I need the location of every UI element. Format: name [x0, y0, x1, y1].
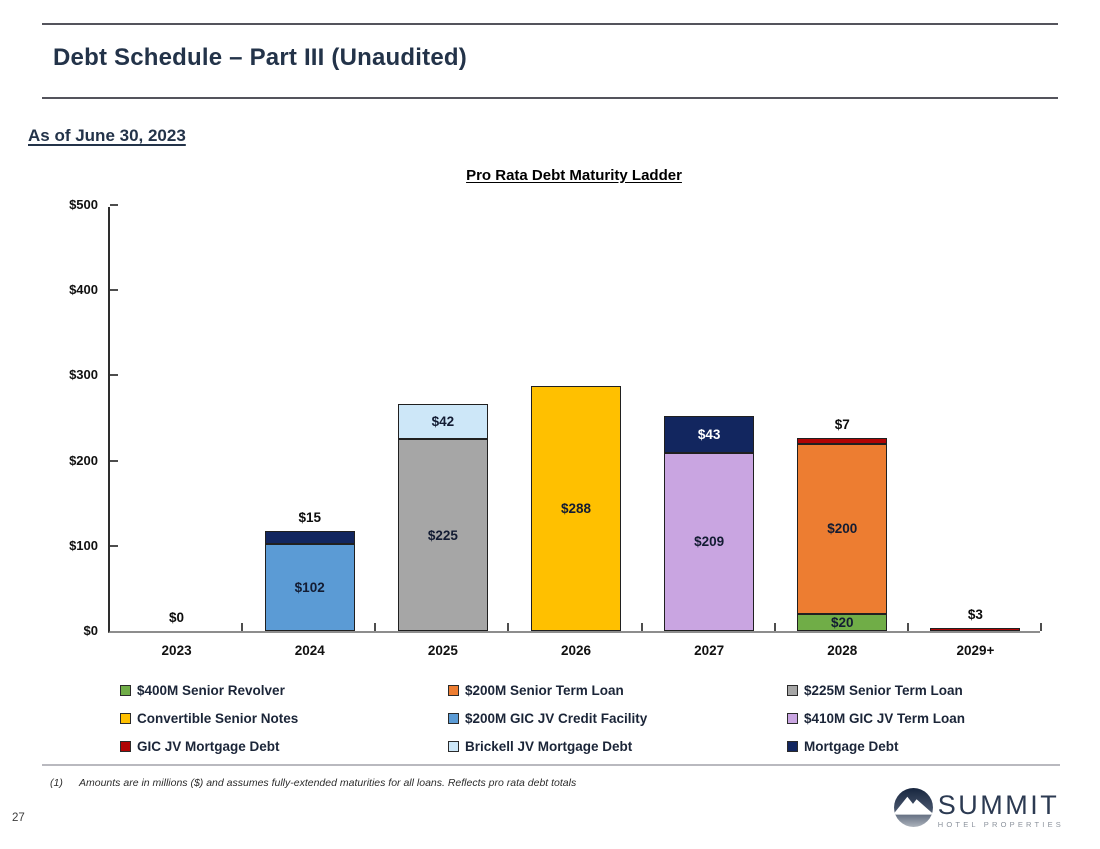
legend-label: Mortgage Debt — [804, 738, 899, 754]
legend-item: Convertible Senior Notes — [120, 704, 448, 732]
legend-swatch — [448, 740, 459, 752]
bar-segment: $200 — [797, 443, 888, 614]
chart-title: Pro Rata Debt Maturity Ladder — [466, 167, 682, 184]
logo-tagline: HOTEL PROPERTIES — [937, 819, 1064, 829]
x-axis-label: 2024 — [294, 643, 325, 658]
logo-name: SUMMIT — [937, 789, 1060, 820]
x-axis-tick — [241, 623, 244, 631]
x-axis-label: 2027 — [694, 643, 725, 658]
y-axis-tick — [110, 289, 118, 292]
x-axis-label: 2029+ — [956, 643, 995, 658]
x-axis-label: 2028 — [827, 643, 858, 658]
x-axis-tick — [906, 623, 909, 631]
header-rule-top — [42, 23, 1058, 25]
chart-legend: $400M Senior Revolver $200M Senior Term L… — [120, 676, 1040, 760]
value-label: $20 — [831, 614, 854, 630]
value-label: $0 — [169, 610, 185, 625]
footnote-marker: (1) — [50, 777, 63, 789]
bar-segment: $209 — [664, 452, 755, 631]
y-axis-label: $0 — [83, 623, 98, 638]
legend-swatch — [448, 684, 459, 696]
value-label: $15 — [298, 510, 321, 526]
legend-item: $400M Senior Revolver — [120, 676, 448, 704]
x-axis-label: 2023 — [161, 643, 192, 658]
legend-swatch — [787, 712, 798, 724]
as-of-date: As of June 30, 2023 — [28, 126, 186, 145]
y-axis-tick — [110, 544, 118, 547]
legend-swatch — [787, 684, 798, 696]
bar-segment: $225 — [397, 439, 488, 631]
legend-label: $225M Senior Term Loan — [804, 682, 963, 698]
footnote-text: Amounts are in millions ($) and assumes … — [79, 777, 577, 789]
value-label: $209 — [694, 534, 725, 550]
bar-segment — [930, 628, 1021, 631]
company-logo: SUMMIT HOTEL PROPERTIES — [893, 787, 1064, 833]
value-label: $225 — [427, 527, 458, 543]
page-number: 27 — [12, 812, 25, 824]
legend-swatch — [448, 712, 459, 724]
value-label: $43 — [697, 427, 721, 443]
value-label: $7 — [834, 416, 850, 432]
legend-item: GIC JV Mortgage Debt — [120, 732, 448, 760]
y-axis-label: $200 — [69, 452, 98, 468]
legend-swatch — [120, 740, 131, 752]
legend-label: GIC JV Mortgage Debt — [137, 738, 280, 754]
bar-segment — [264, 531, 355, 545]
legend-item: Mortgage Debt — [787, 732, 1040, 760]
legend-item: $410M GIC JV Term Loan — [787, 704, 1040, 732]
x-axis-tick — [773, 623, 776, 631]
legend-swatch — [120, 684, 131, 696]
legend-item: $200M GIC JV Credit Facility — [448, 704, 787, 732]
page-title: Debt Schedule – Part III (Unaudited) — [53, 44, 467, 71]
header-rule-bottom — [42, 97, 1058, 99]
x-axis-tick — [374, 623, 377, 631]
legend-label: Brickell JV Mortgage Debt — [465, 738, 633, 754]
legend-item: $225M Senior Term Loan — [787, 676, 1040, 704]
legend-swatch — [120, 712, 131, 724]
y-axis-label: $300 — [69, 367, 98, 383]
y-axis-label: $100 — [69, 537, 98, 553]
value-label: $42 — [431, 413, 455, 429]
logo-text: SUMMIT HOTEL PROPERTIES — [937, 789, 1064, 829]
bar-segment: $288 — [531, 385, 621, 631]
footnote: (1) Amounts are in millions ($) and assu… — [50, 777, 576, 789]
legend-swatch — [787, 740, 798, 752]
x-axis-label: 2026 — [560, 643, 592, 658]
y-axis-tick — [110, 459, 118, 462]
bar-segment: $42 — [397, 403, 488, 440]
legend-label: $410M GIC JV Term Loan — [804, 710, 966, 726]
plot-area: $0 $100 $200 $300 $400 $500 2023 2024 2025 2026 20… — [69, 197, 1042, 658]
x-axis-label: 2025 — [427, 643, 458, 658]
bar-segment: $102 — [264, 544, 355, 631]
x-axis-tick — [640, 623, 643, 631]
value-label: $288 — [560, 500, 592, 516]
bar-segment — [797, 437, 888, 444]
y-axis-tick — [110, 204, 118, 206]
y-axis-label: $500 — [69, 197, 98, 212]
footer-rule — [42, 764, 1060, 766]
mountain-circle-icon — [893, 787, 934, 833]
legend-label: $200M GIC JV Credit Facility — [465, 710, 648, 726]
y-axis-label: $400 — [69, 282, 98, 298]
x-axis-tick — [1040, 623, 1042, 631]
legend-label: Convertible Senior Notes — [137, 710, 299, 726]
legend-item: $200M Senior Term Loan — [448, 676, 787, 704]
value-label: $200 — [827, 521, 858, 537]
bar-segment: $20 — [797, 613, 888, 631]
legend-item: Brickell JV Mortgage Debt — [448, 732, 787, 760]
bar-segment: $43 — [664, 416, 755, 453]
value-label: $3 — [967, 607, 983, 623]
legend-label: $400M Senior Revolver — [137, 682, 285, 698]
y-axis-tick — [110, 374, 118, 377]
value-label: $102 — [294, 580, 325, 596]
x-axis-tick — [507, 623, 510, 631]
legend-label: $200M Senior Term Loan — [465, 682, 624, 698]
